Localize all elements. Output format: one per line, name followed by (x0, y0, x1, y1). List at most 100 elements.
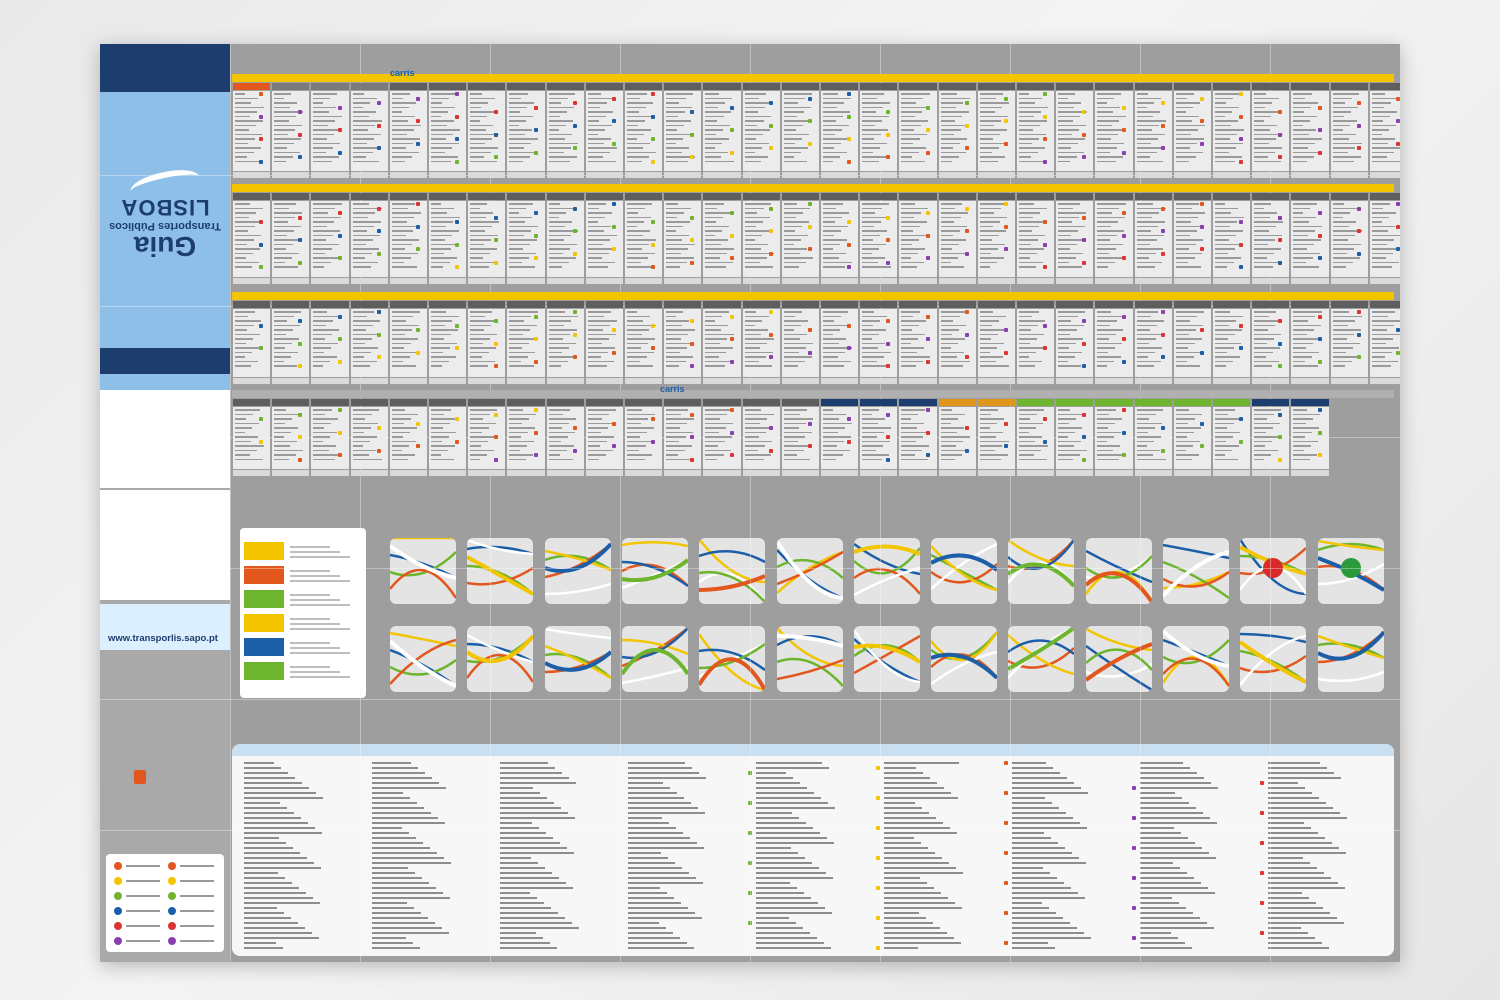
stop-name-line (313, 221, 335, 223)
contact-entry-line (1268, 772, 1334, 774)
connection-dot (1278, 435, 1283, 439)
route-column-header (468, 83, 506, 90)
stop-name-line (587, 133, 598, 135)
route-column-footer (1369, 378, 1400, 384)
stop-name-line (1097, 458, 1120, 460)
route-column-footer (703, 470, 741, 476)
connection-dot (847, 439, 852, 444)
stop-name-line (313, 120, 336, 122)
connection-dot (1317, 256, 1322, 260)
stop-name-line (1215, 360, 1233, 362)
stop-name-line (235, 216, 249, 218)
route-column-header (821, 301, 859, 308)
stop-name-line (862, 225, 875, 227)
contact-entry-line (372, 907, 414, 909)
stop-name-line (862, 111, 877, 113)
stop-name-line (1019, 221, 1046, 223)
stop-name-line (274, 436, 285, 438)
stop-name-line (313, 440, 324, 442)
stop-name-line (627, 360, 640, 362)
stop-name-line (940, 239, 966, 241)
stop-name-line (744, 329, 768, 331)
stop-name-line (431, 360, 449, 362)
connection-dot (337, 233, 342, 238)
stop-name-line (313, 329, 340, 331)
contact-entry-line (628, 887, 660, 889)
connection-dot (455, 439, 460, 444)
stop-name-line (470, 212, 494, 214)
stop-name-line (391, 347, 404, 349)
stop-name-line (979, 115, 1008, 117)
stop-name-line (1097, 365, 1108, 367)
stop-name-line (587, 427, 608, 429)
route-column (272, 91, 310, 171)
stop-name-line (823, 203, 843, 205)
stop-name-line (470, 151, 492, 153)
stop-name-line (705, 418, 721, 420)
stop-name-line (1019, 440, 1035, 442)
stop-name-line (391, 458, 408, 460)
connection-dot (572, 206, 577, 211)
stop-name-line (1019, 257, 1030, 259)
connection-dot (337, 430, 342, 435)
stop-name-line (431, 431, 456, 433)
stop-name-line (1371, 115, 1390, 117)
stop-name-line (1293, 436, 1306, 438)
contact-entry-line (372, 862, 451, 864)
website-link[interactable]: www.transporlis.sapo.pt (108, 633, 218, 644)
legend-label-line (180, 895, 214, 897)
stop-name-line (274, 203, 297, 205)
stop-name-line (548, 133, 572, 135)
stop-name-line (901, 347, 925, 349)
stop-name-line (470, 239, 492, 241)
stop-name-line (1332, 315, 1362, 317)
stop-name-line (1332, 266, 1346, 268)
stop-name-line (783, 160, 807, 162)
connection-dot (847, 92, 852, 96)
stop-name-line (1136, 120, 1166, 122)
stop-name-line (901, 257, 912, 259)
contact-entry-line (372, 812, 431, 814)
route-column-footer (585, 470, 623, 476)
map-road-line (1317, 542, 1384, 552)
stop-name-line (509, 243, 531, 245)
stop-name-line (627, 106, 646, 108)
stop-name-line (313, 360, 331, 362)
contact-entry-line (1012, 817, 1073, 819)
stop-name-line (470, 356, 483, 358)
stop-name-line (235, 329, 247, 331)
stop-name-line (274, 93, 292, 95)
stop-name-line (627, 93, 647, 95)
stop-name-line (274, 133, 289, 135)
contact-entry-line (500, 822, 532, 824)
contact-entry-line (884, 792, 951, 794)
contact-entry-line (1012, 837, 1051, 839)
route-column-footer (664, 172, 702, 178)
connection-dot (886, 260, 891, 265)
stop-name-line (587, 93, 601, 95)
station-marker (1263, 558, 1284, 578)
stop-name-line (1136, 365, 1154, 367)
vertical-fold-line (360, 44, 361, 962)
stop-name-line (705, 147, 716, 149)
map-tile-icon (1317, 538, 1384, 604)
stop-name-line (862, 234, 881, 236)
stop-name-line (235, 156, 247, 158)
stop-name-line (1254, 138, 1277, 140)
stop-name-line (823, 347, 852, 349)
connection-dot (768, 426, 773, 430)
route-column-footer (507, 278, 545, 284)
stop-name-line (627, 356, 647, 358)
connection-dot (455, 137, 460, 141)
connection-dot (1004, 421, 1008, 426)
contact-entry-line (244, 932, 312, 934)
stop-name-line (666, 97, 687, 99)
stop-name-line (1058, 440, 1082, 442)
stop-name-line (274, 234, 288, 236)
stop-name-line (470, 365, 489, 367)
contact-entry-line (884, 912, 919, 914)
route-column-footer (938, 278, 976, 284)
stop-name-line (1332, 111, 1351, 113)
stop-name-line (744, 102, 772, 104)
stop-name-line (274, 216, 296, 218)
